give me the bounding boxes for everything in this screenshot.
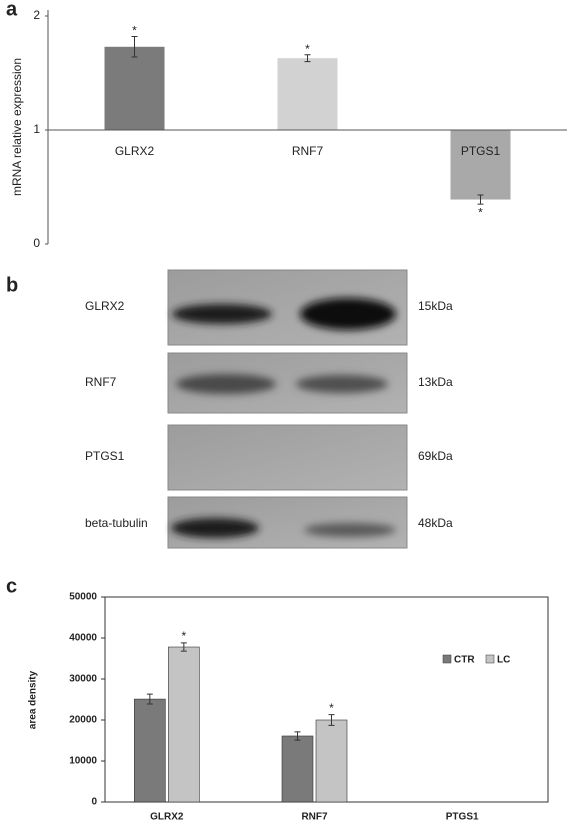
y-axis-label: mRNA relative expression: [10, 58, 24, 196]
x-tick-label: PTGS1: [461, 144, 501, 158]
x-tick-label: PTGS1: [446, 812, 479, 823]
band-size: 13kDa: [418, 375, 453, 389]
panel-label: c: [6, 575, 17, 597]
annotation: *: [329, 701, 334, 715]
y-tick-label: 20000: [69, 715, 97, 726]
error-bar: [131, 36, 138, 58]
blot-row-label: GLRX2: [85, 299, 125, 313]
y-tick-label: 10000: [69, 756, 97, 767]
panel-label: a: [6, 0, 18, 20]
x-tick-label: RNF7: [301, 812, 328, 823]
bar: [168, 646, 200, 803]
band-size: 69kDa: [418, 449, 453, 463]
error-bar: [477, 194, 484, 205]
bar: [281, 735, 314, 803]
y-tick-label: 2: [33, 8, 40, 22]
blot-row-label: PTGS1: [85, 449, 125, 463]
panel-label: b: [6, 274, 18, 296]
error-bar: [180, 642, 187, 652]
legend-label: CTR: [454, 655, 475, 666]
legend-swatch: [485, 654, 495, 664]
legend-swatch: [442, 654, 452, 664]
error-bar: [304, 54, 311, 63]
annotation: *: [305, 42, 310, 56]
legend-label: LC: [497, 655, 510, 666]
band-size: 15kDa: [418, 299, 453, 313]
error-bar: [328, 714, 335, 726]
y-tick-label: 50000: [69, 592, 97, 603]
y-tick-label: 0: [33, 236, 40, 250]
bar: [315, 719, 348, 803]
annotation: *: [478, 205, 483, 219]
bar: [134, 698, 166, 803]
x-tick-label: GLRX2: [115, 144, 155, 158]
annotation: *: [132, 24, 137, 38]
error-bar: [146, 693, 153, 705]
blot-row-label: beta-tubulin: [85, 516, 148, 530]
band-size: 48kDa: [418, 516, 453, 530]
bar: [277, 58, 338, 130]
y-tick-label: 0: [91, 797, 97, 808]
blot-images: [167, 269, 408, 549]
bar: [450, 130, 511, 200]
y-axis-label: area density: [28, 670, 39, 729]
x-tick-label: GLRX2: [150, 812, 184, 823]
y-tick-label: 30000: [69, 674, 97, 685]
bar: [104, 46, 165, 130]
y-tick-label: 40000: [69, 633, 97, 644]
y-tick-label: 1: [33, 122, 40, 136]
x-tick-label: RNF7: [292, 144, 324, 158]
annotation: *: [181, 629, 186, 643]
blot-row-label: RNF7: [85, 375, 117, 389]
error-bar: [294, 731, 301, 741]
